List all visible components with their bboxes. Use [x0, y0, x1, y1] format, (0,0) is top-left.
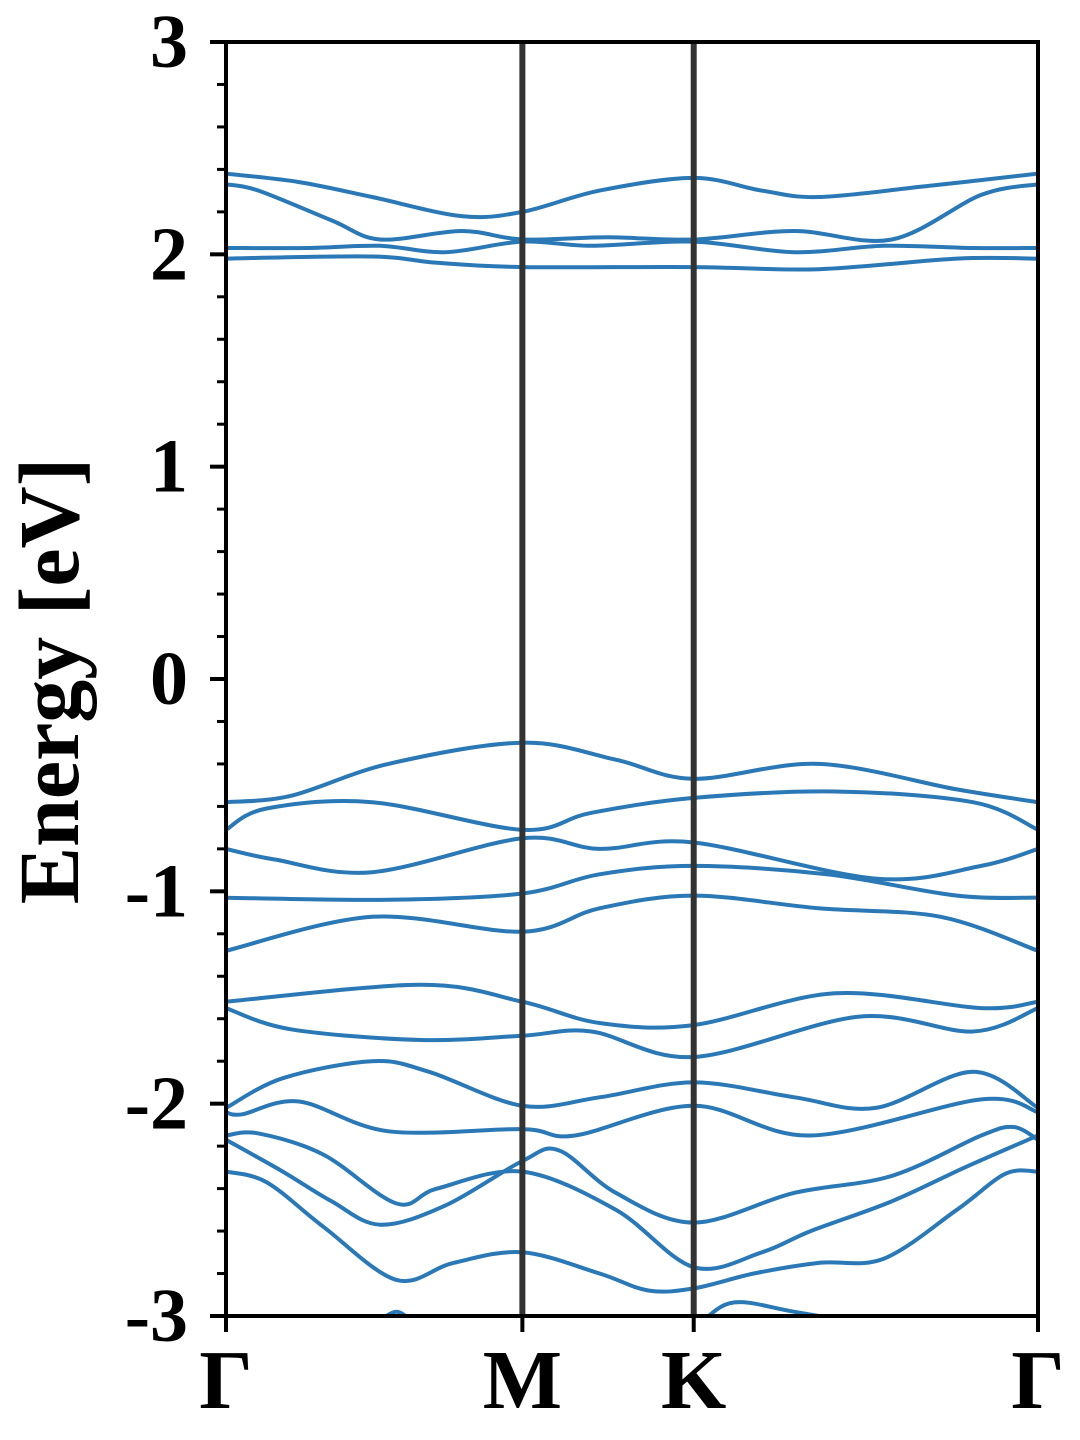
- band-line-17: [382, 1309, 409, 1316]
- y-tick-label: 3: [150, 0, 188, 84]
- y-tick-label: -1: [125, 849, 188, 933]
- band-line-9: [226, 893, 1038, 953]
- band-line-18: [706, 1300, 831, 1316]
- y-tick-label: 1: [150, 425, 188, 509]
- y-tick-label: -3: [125, 1274, 188, 1358]
- y-tick-label: -2: [125, 1062, 188, 1146]
- band-line-14: [226, 1130, 1038, 1271]
- band-line-2: [226, 182, 1038, 243]
- band-line-16: [226, 1168, 1038, 1294]
- band-lines: [226, 171, 1038, 1316]
- band-line-1: [226, 171, 1038, 220]
- band-line-15: [226, 1124, 1038, 1227]
- band-line-3: [226, 239, 1038, 255]
- band-line-7: [226, 835, 1038, 882]
- high-symmetry-lines: [519, 42, 697, 1316]
- y-axis-ticks: -3 -2 -1 0 1 2 3: [125, 0, 226, 1358]
- y-tick-label: 0: [150, 637, 188, 721]
- x-tick-label: M: [483, 1334, 562, 1427]
- band-line-12: [226, 1059, 1038, 1111]
- y-axis-label: Energy [eV]: [1, 458, 97, 905]
- band-line-13: [226, 1096, 1038, 1139]
- x-tick-label: Γ: [199, 1334, 252, 1427]
- band-line-11: [226, 1006, 1038, 1060]
- x-tick-label: K: [661, 1334, 726, 1427]
- band-line-6: [226, 789, 1038, 832]
- band-line-10: [226, 982, 1038, 1030]
- x-tick-label: Γ: [1011, 1334, 1064, 1427]
- band-line-4: [226, 254, 1038, 272]
- band-line-5: [226, 740, 1038, 805]
- y-tick-label: 2: [150, 212, 188, 296]
- band-line-8: [226, 863, 1038, 902]
